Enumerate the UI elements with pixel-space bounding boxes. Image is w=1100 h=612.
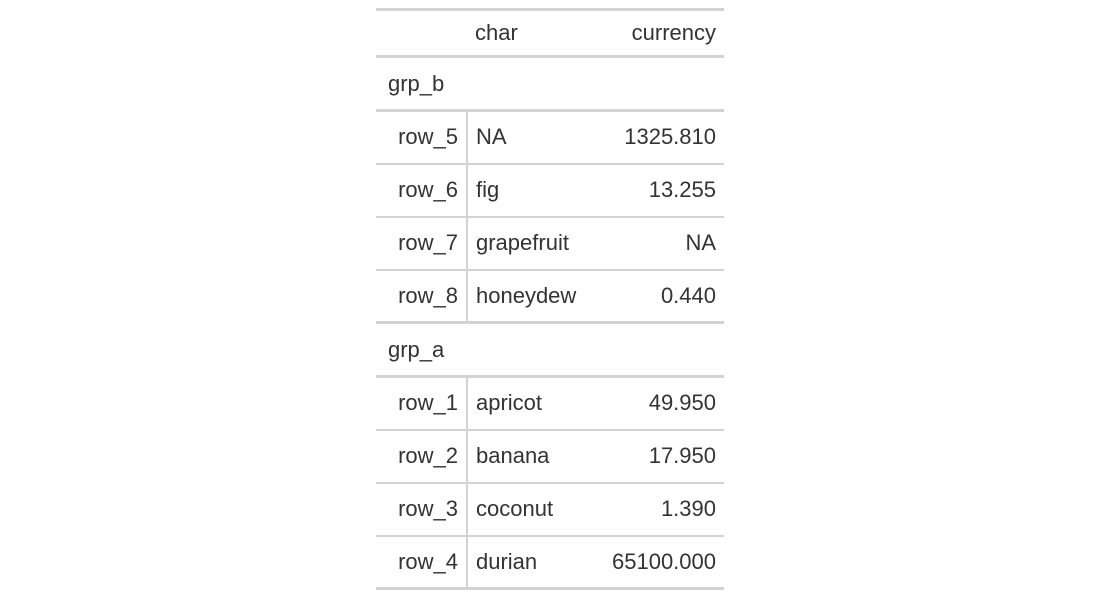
currency-cell: 65100.000 xyxy=(612,548,716,574)
char-cell: grapefruit xyxy=(467,216,595,271)
currency-cell: 17.950 xyxy=(594,429,724,484)
column-header-row: char currency xyxy=(376,9,724,58)
row-stub: row_6 xyxy=(376,163,468,218)
table-row: row_4 durian 65100.000 xyxy=(376,535,724,589)
char-cell: NA xyxy=(467,110,595,165)
row-stub: row_8 xyxy=(376,269,468,324)
char-cell: banana xyxy=(467,429,595,484)
table-row: row_7 grapefruit NA xyxy=(376,216,724,271)
table-row: row_8 honeydew 0.440 xyxy=(376,269,724,324)
row-stub: row_4 xyxy=(376,535,468,589)
column-header-currency: currency xyxy=(594,9,724,58)
char-cell: apricot xyxy=(467,376,595,431)
currency-cell: 1325.810 xyxy=(594,110,724,165)
table-row: row_5 NA 1325.810 xyxy=(376,110,724,165)
row-group-heading: grp_a xyxy=(376,322,724,378)
table-row: row_6 fig 13.255 xyxy=(376,163,724,218)
row-group-heading: grp_b xyxy=(376,56,724,112)
table-row: row_2 banana 17.950 xyxy=(376,429,724,484)
table-row: row_1 apricot 49.950 xyxy=(376,376,724,431)
char-cell: fig xyxy=(467,163,595,218)
row-stub: row_1 xyxy=(376,376,468,431)
group-label: grp_b xyxy=(376,56,724,112)
row-stub: row_5 xyxy=(376,110,468,165)
data-table: char currency grp_b row_5 NA 1325.810 ro… xyxy=(376,8,724,590)
column-header-char: char xyxy=(467,9,595,58)
table-row: row_3 coconut 1.390 xyxy=(376,482,724,537)
row-stub: row_2 xyxy=(376,429,468,484)
currency-cell: NA xyxy=(594,216,724,271)
char-cell: coconut xyxy=(467,482,595,537)
row-stub: row_7 xyxy=(376,216,468,271)
group-label: grp_a xyxy=(376,322,724,378)
currency-cell: 0.440 xyxy=(594,269,724,324)
char-cell: durian xyxy=(476,548,538,574)
currency-cell: 49.950 xyxy=(594,376,724,431)
table-body: grp_b row_5 NA 1325.810 row_6 fig 13.255… xyxy=(376,56,724,589)
row-stub: row_3 xyxy=(376,482,468,537)
column-header-stub xyxy=(376,9,467,58)
currency-cell: 13.255 xyxy=(594,163,724,218)
currency-cell: 1.390 xyxy=(594,482,724,537)
char-cell: honeydew xyxy=(467,269,595,324)
